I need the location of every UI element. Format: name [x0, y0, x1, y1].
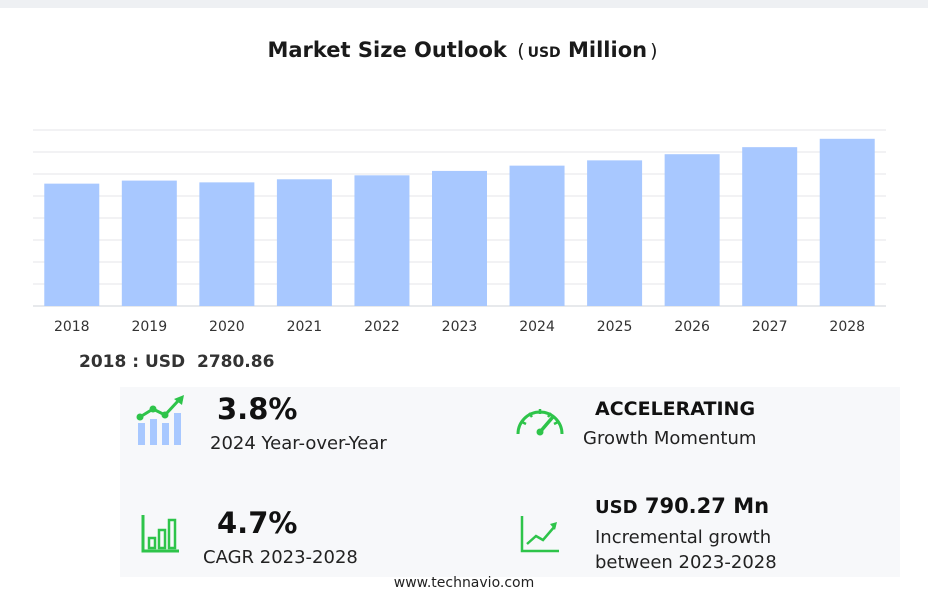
title-open-paren: (: [517, 40, 525, 62]
x-tick-label-2021: 2021: [287, 319, 323, 335]
bar-growth-icon: [136, 395, 184, 445]
chart-title: Market Size Outlook (USD Million): [0, 38, 928, 62]
bar-2026: [664, 154, 720, 306]
source-footer: www.technavio.com: [393, 575, 535, 591]
title-close-paren: ): [650, 40, 658, 62]
x-tick-label-2025: 2025: [597, 319, 633, 335]
x-tick-label-2028: 2028: [829, 319, 865, 335]
incremental-value: USD 790.27 Mn: [595, 494, 769, 518]
base-year: 2018: [79, 352, 127, 372]
x-axis-labels: 2018 2019 2020 2021 2022 2023 2024 2025 2026 2027…: [54, 319, 865, 335]
incremental-amount: 790.27 Mn: [644, 494, 770, 518]
base-sep: :: [126, 352, 145, 372]
momentum-label: Growth Momentum: [583, 428, 757, 449]
incremental-currency: USD: [595, 497, 638, 518]
x-tick-label-2022: 2022: [364, 319, 400, 335]
title-unit: USD: [527, 45, 561, 61]
yoy-value: 3.8%: [217, 392, 298, 426]
bar-2022: [354, 175, 410, 306]
x-tick-label-2027: 2027: [752, 319, 788, 335]
bar-2020: [199, 182, 255, 306]
cagr-value: 4.7%: [217, 506, 298, 540]
top-bar: [0, 0, 928, 8]
bar-2018: [44, 183, 100, 306]
bar-2027: [742, 147, 798, 306]
x-tick-label-2019: 2019: [131, 319, 167, 335]
bar-2028: [819, 138, 875, 306]
bar-2024: [509, 165, 565, 306]
x-tick-label-2023: 2023: [442, 319, 478, 335]
x-tick-label-2024: 2024: [519, 319, 555, 335]
incremental-label-line1: Incremental growth: [595, 527, 772, 548]
kpi-panel: [120, 387, 900, 577]
bar-2019: [121, 180, 177, 306]
speedometer-icon: [516, 409, 564, 436]
bar-chart: 2018 2019 2020 2021 2022 2023 2024 2025 2026 2027…: [33, 129, 886, 335]
incremental-label-line2: between 2023-2028: [595, 552, 777, 573]
bar-2021: [276, 179, 332, 306]
base-amount: 2780.86: [196, 352, 275, 372]
title-main: Market Size Outlook: [267, 38, 507, 62]
chart-bars: [44, 138, 875, 306]
bar-chart-icon: [141, 515, 179, 553]
trend-line-icon: [520, 516, 559, 553]
cagr-label: CAGR 2023-2028: [203, 547, 358, 568]
momentum-head: ACCELERATING: [595, 398, 756, 420]
base-currency: USD: [144, 352, 186, 372]
x-tick-label-2020: 2020: [209, 319, 245, 335]
title-scale: Million: [568, 38, 648, 62]
x-tick-label-2018: 2018: [54, 319, 90, 335]
x-tick-label-2026: 2026: [674, 319, 710, 335]
yoy-label: 2024 Year-over-Year: [210, 433, 387, 454]
bar-2025: [587, 160, 643, 306]
base-year-value: 2018 : USD 2780.86: [79, 352, 274, 372]
bar-2023: [432, 170, 487, 306]
